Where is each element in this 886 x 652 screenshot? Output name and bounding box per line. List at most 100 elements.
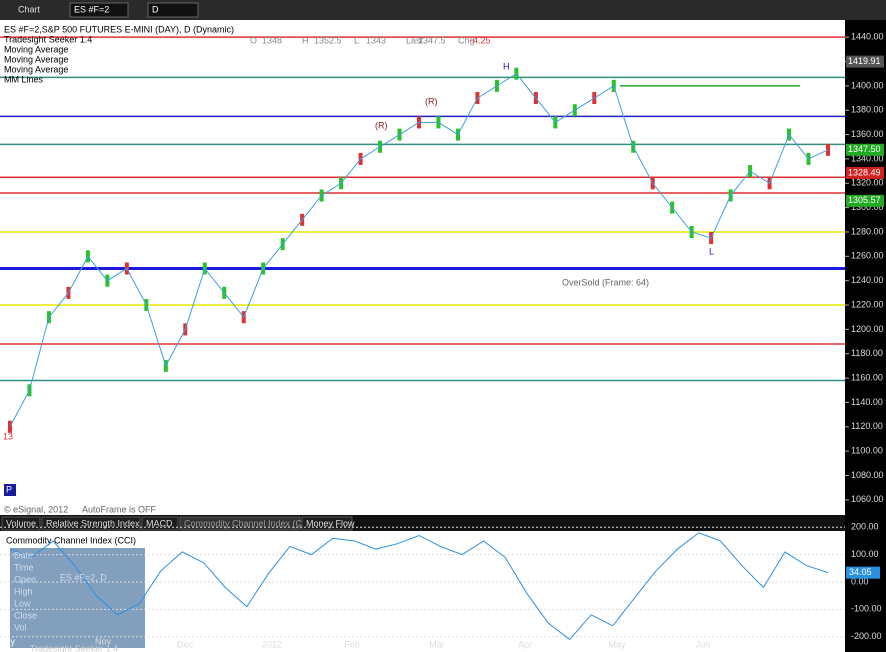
footer-study: Tradesight Seeker 1.4 — [30, 643, 118, 652]
data-window-label: Vol — [14, 622, 27, 632]
quote-label: L — [354, 35, 359, 45]
y-tick-label: 1100.00 — [851, 446, 883, 456]
tab-label[interactable]: Money Flow — [306, 518, 355, 528]
y-tick-label: 1280.00 — [851, 226, 884, 236]
symbol-input[interactable] — [69, 2, 129, 18]
cci-flag-label: 34.05 — [849, 567, 872, 577]
x-tick-label: Apr — [518, 639, 532, 649]
cci-tick-label: -100.00 — [851, 604, 882, 614]
annotation: P — [6, 484, 12, 494]
quote-value: 1347.5 — [418, 35, 446, 45]
cci-tick-label: 200.00 — [851, 522, 879, 532]
legend-line: Moving Average — [4, 44, 68, 54]
quote-value: -4.25 — [470, 35, 491, 45]
y-tick-label: 1200.00 — [851, 324, 884, 334]
legend-line: MM Lines — [4, 74, 44, 84]
y-tick-label: 1060.00 — [851, 494, 884, 504]
price-flag-label: 1305.57 — [848, 195, 881, 205]
cci-tick-label: -200.00 — [851, 631, 882, 641]
cci-tick-label: 100.00 — [851, 549, 879, 559]
annotation: H — [503, 61, 510, 71]
cci-flag — [846, 566, 880, 579]
annotation: OverSold (Frame: 64) — [562, 277, 649, 287]
cci-line — [9, 532, 829, 641]
x-tick-label: May — [608, 639, 626, 649]
y-tick-label: 1240.00 — [851, 275, 884, 285]
price-flag — [846, 55, 884, 68]
annotation: L — [709, 246, 714, 256]
price-axis — [845, 20, 886, 652]
tab[interactable] — [141, 516, 179, 531]
price-flag — [846, 194, 884, 207]
price-flag-label: 1328.49 — [848, 167, 881, 177]
data-window-label: Low — [14, 598, 31, 608]
tab[interactable] — [179, 516, 301, 531]
y-tick-label: 1320.00 — [851, 178, 884, 188]
x-tick-label: Jun — [696, 639, 711, 649]
price-line — [9, 73, 829, 428]
tab-label[interactable]: Volume — [6, 518, 36, 528]
tab[interactable] — [301, 516, 353, 531]
y-tick-label: 1260.00 — [851, 251, 884, 261]
cci-title: Commodity Channel Index (CCI) — [6, 535, 136, 545]
data-window-label: Time — [14, 562, 34, 572]
legend-line: ES #F=2,S&P 500 FUTURES E-MINI (DAY), D … — [4, 24, 234, 34]
quote-label: H — [302, 35, 309, 45]
y-tick-label: 1220.00 — [851, 299, 884, 309]
footer-left: Dy — [4, 636, 15, 646]
quote-value: 1348 — [262, 35, 282, 45]
legend-line: Moving Average — [4, 54, 68, 64]
quote-label: Chg — [458, 35, 475, 45]
y-tick-label: 1160.00 — [851, 372, 883, 382]
tab[interactable] — [1, 516, 41, 531]
data-window — [10, 548, 145, 648]
pivot-box — [4, 484, 16, 496]
data-window-symbol: ES #F=2, D — [60, 572, 107, 582]
annotation: (R) — [375, 120, 388, 130]
price-flag-label: 1347.50 — [848, 144, 881, 154]
data-window-label: Close — [14, 610, 37, 620]
y-tick-label: 1080.00 — [851, 470, 884, 480]
legend-line: Tradesight Seeker 1.4 — [4, 34, 92, 44]
y-tick-label: 1440.00 — [851, 32, 884, 42]
quote-label: O — [250, 35, 257, 45]
y-tick-label: 1340.00 — [851, 153, 884, 163]
x-tick-label: Dec — [177, 639, 194, 649]
toolbar — [0, 0, 886, 20]
y-tick-label: 1400.00 — [851, 80, 884, 90]
y-tick-label: 1360.00 — [851, 129, 884, 139]
data-window-label: Date — [14, 550, 33, 560]
quote-label: Last — [406, 35, 424, 45]
tab-label[interactable]: MACD — [146, 518, 173, 528]
price-flag-label: 1419.91 — [848, 56, 881, 66]
tab-label[interactable]: Commodity Channel Index (CCI) — [184, 518, 314, 528]
footer-month: Nov — [95, 636, 112, 646]
y-tick-label: 1380.00 — [851, 105, 884, 115]
tab[interactable] — [41, 516, 141, 531]
symbol-text[interactable]: ES #F=2 — [74, 4, 109, 14]
quote-value: 1352.5 — [314, 35, 342, 45]
data-window-label: Open — [14, 574, 36, 584]
x-tick-label: Mar — [429, 639, 445, 649]
price-flag — [846, 166, 884, 179]
interval-input[interactable] — [147, 2, 199, 18]
y-tick-label: 1140.00 — [851, 397, 883, 407]
quote-value: 1343 — [366, 35, 386, 45]
annotation: (R) — [425, 96, 438, 106]
legend-line: Moving Average — [4, 64, 68, 74]
window-title: Chart — [18, 4, 41, 14]
annotation: AutoFrame is OFF — [82, 504, 157, 514]
price-flag — [846, 143, 884, 156]
x-tick-label: Feb — [344, 639, 360, 649]
interval-text[interactable]: D — [152, 4, 159, 14]
y-tick-label: 1120.00 — [851, 421, 883, 431]
data-window-label: High — [14, 586, 33, 596]
x-tick-label: 06/29/2012 — [743, 639, 788, 649]
y-tick-label: 1300.00 — [851, 202, 884, 212]
y-tick-label: 1180.00 — [851, 348, 883, 358]
annotation: © eSignal, 2012 — [4, 504, 68, 514]
cci-tick-label: 0.00 — [851, 576, 869, 586]
tab-label[interactable]: Relative Strength Index — [46, 518, 140, 528]
x-tick-label: 2012 — [262, 639, 282, 649]
